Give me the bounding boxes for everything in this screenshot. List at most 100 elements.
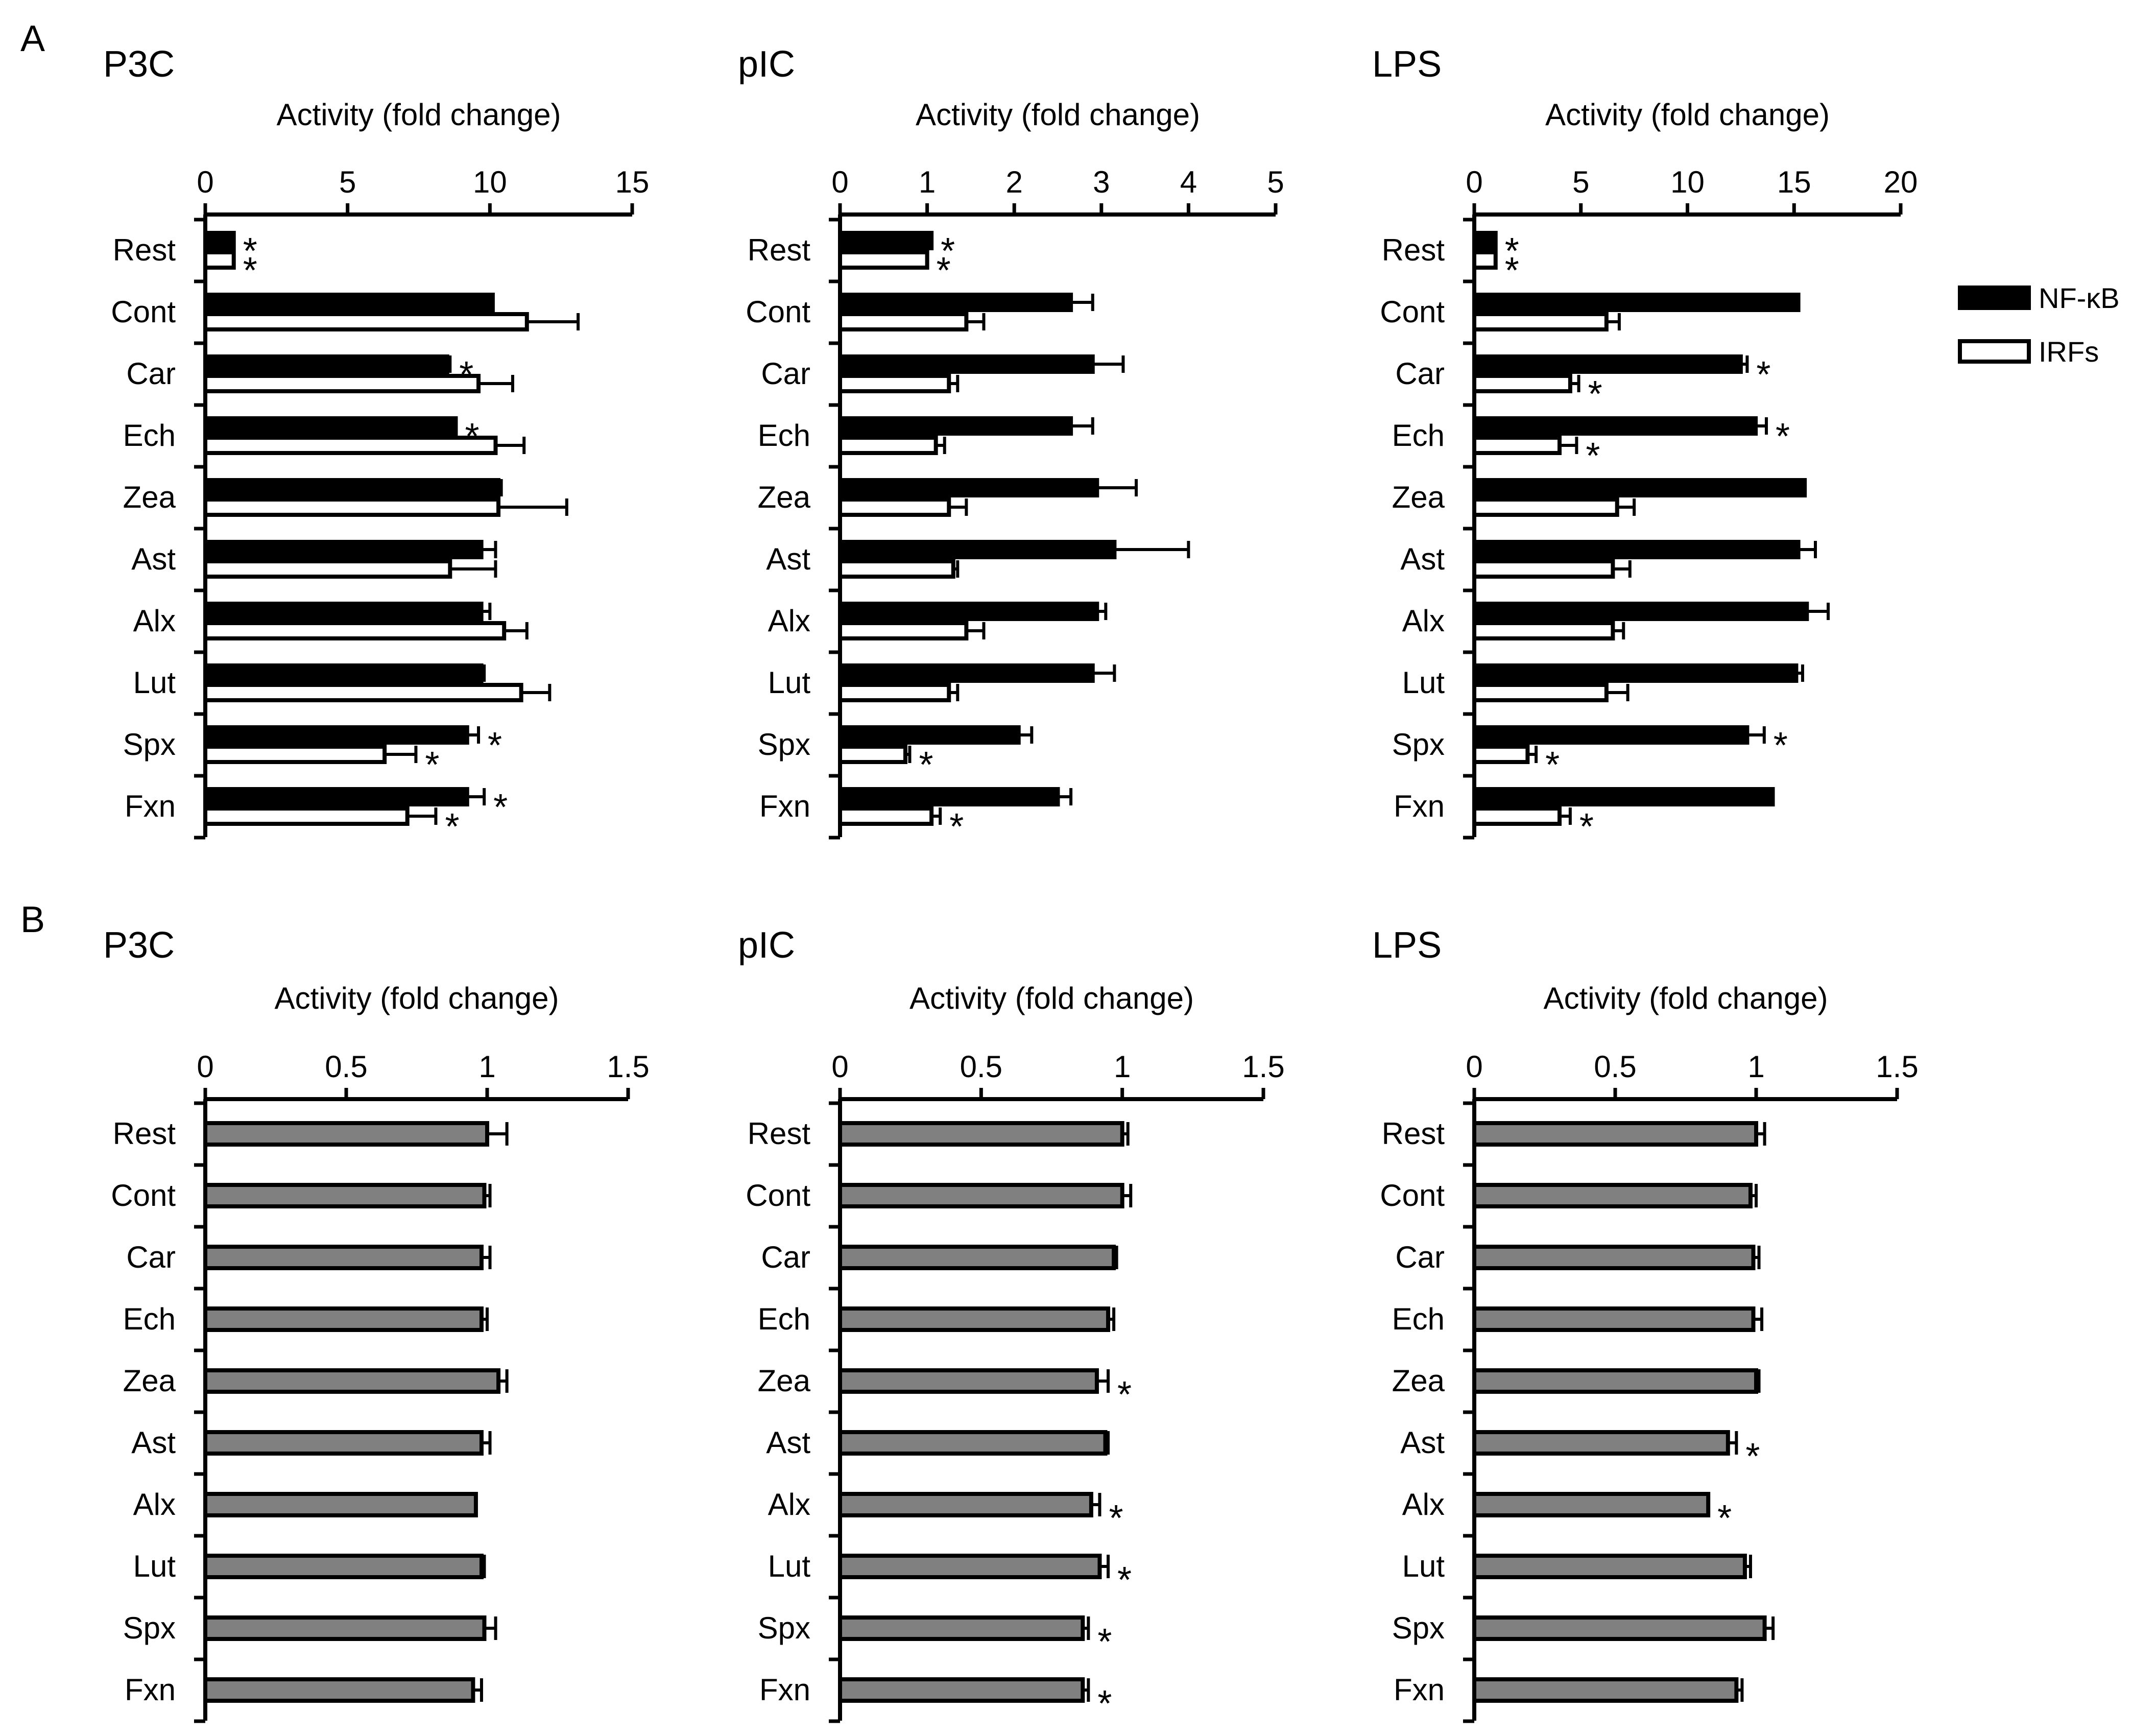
bar-nfkb (203, 787, 469, 806)
axis-label: Activity (fold change) (916, 98, 1200, 132)
bar (203, 1430, 484, 1456)
bar-nfkb (838, 293, 1073, 312)
bar-nfkb (203, 293, 495, 312)
bar (203, 1554, 484, 1579)
chart-title: P3C (103, 925, 175, 966)
x-tick-label: 10 (1670, 165, 1705, 199)
significance-asterisk: * (949, 806, 964, 847)
bar-nfkb (203, 725, 469, 745)
category-label: Spx (758, 1611, 810, 1645)
bar-irfs (1472, 312, 1609, 331)
x-tick-label: 15 (1777, 165, 1811, 199)
category-label: Spx (1392, 727, 1445, 762)
category-label: Alx (133, 604, 176, 638)
bar-irfs (203, 745, 387, 764)
axis-label: Activity (fold change) (909, 981, 1194, 1015)
bar (203, 1121, 489, 1147)
legend-swatch-irfs (1958, 339, 2031, 364)
significance-asterisk: * (1774, 725, 1788, 766)
bar (1472, 1245, 1756, 1270)
category-label: Zea (1392, 480, 1445, 514)
category-label: Ast (131, 1425, 176, 1460)
axis-label: Activity (fold change) (1544, 981, 1828, 1015)
category-label: Alx (768, 604, 810, 638)
category-label: Ast (766, 1425, 810, 1460)
significance-asterisk: * (1117, 1374, 1132, 1415)
bar-nfkb (203, 540, 484, 559)
category-label: Cont (1380, 1178, 1445, 1212)
bar-nfkb (203, 231, 236, 250)
bar (1472, 1183, 1753, 1208)
category-label: Ech (123, 1302, 176, 1336)
significance-asterisk: * (1745, 1436, 1760, 1477)
bar-irfs (203, 374, 481, 393)
x-tick-label: 1 (1747, 1050, 1764, 1084)
x-tick-label: 0 (197, 165, 213, 199)
category-label: Ast (1400, 1425, 1445, 1460)
bar-irfs (838, 497, 951, 517)
category-label: Rest (1382, 1116, 1445, 1151)
chart-b-lps: LPS Activity (fold change) 0 0.5 1 1.5 Rest Con… (1372, 925, 1919, 1723)
bar-nfkb (838, 663, 1095, 683)
bar-nfkb (1472, 293, 1801, 312)
category-label: Cont (111, 295, 176, 329)
bar-nfkb (1472, 540, 1801, 559)
chart-b-pic: pIC Activity (fold change) 0 0.5 1 1.5 Rest Con… (738, 925, 1285, 1724)
bar-irfs (838, 250, 929, 270)
bar-irfs (838, 436, 938, 455)
significance-asterisk: * (1717, 1498, 1732, 1539)
category-label: Lut (768, 1549, 811, 1583)
x-tick-label: 10 (473, 165, 507, 199)
category-label: Rest (1382, 233, 1445, 267)
bar (838, 1245, 1116, 1270)
x-tick-label: 0 (1466, 165, 1482, 199)
bar-irfs (1472, 806, 1562, 826)
bar (1472, 1306, 1756, 1332)
bar-nfkb (203, 354, 449, 374)
x-tick-label: 5 (1267, 165, 1284, 199)
category-label: Ech (1392, 1302, 1445, 1336)
bar-nfkb (838, 540, 1117, 559)
category-label: Cont (1380, 295, 1445, 329)
category-label: Alx (1402, 1487, 1445, 1521)
significance-asterisk: * (1505, 250, 1519, 291)
legend-label-irfs: IRFs (2039, 336, 2099, 368)
bar (1472, 1677, 1739, 1703)
x-tick-label: 1.5 (1876, 1050, 1918, 1084)
bar-nfkb (838, 416, 1073, 436)
category-label: Lut (1402, 665, 1445, 700)
category-label: Fxn (759, 1673, 810, 1707)
category-label: Alx (133, 1487, 176, 1521)
category-label: Zea (123, 1364, 176, 1398)
bar-irfs (1472, 250, 1498, 270)
bar-irfs (1472, 436, 1562, 455)
bar (203, 1677, 475, 1703)
category-label: Spx (123, 1611, 176, 1645)
significance-asterisk: * (1579, 806, 1594, 847)
bar (838, 1121, 1124, 1147)
category-label: Car (761, 356, 810, 391)
bar-irfs (203, 683, 523, 702)
category-label: Alx (768, 1487, 810, 1521)
category-label: Ast (766, 542, 810, 576)
bar-nfkb (838, 231, 934, 250)
bar-nfkb (203, 478, 501, 497)
category-label: Fxn (1394, 789, 1445, 823)
category-label: Ech (758, 418, 810, 453)
category-label: Ech (123, 418, 176, 453)
category-label: Lut (133, 665, 176, 700)
category-label: Lut (768, 665, 811, 700)
legend: NF-κB IRFs (1958, 282, 2120, 368)
x-tick-label: 1.5 (1242, 1050, 1284, 1084)
x-tick-label: 3 (1093, 165, 1110, 199)
bar (838, 1306, 1111, 1332)
x-tick-label: 0 (1466, 1050, 1482, 1084)
category-label: Car (126, 1240, 176, 1274)
bar (1472, 1554, 1747, 1579)
bar-irfs (203, 312, 529, 331)
panel-label-a: A (20, 18, 45, 59)
bar (203, 1245, 484, 1270)
significance-asterisk: * (493, 787, 508, 828)
category-label: Lut (133, 1549, 176, 1583)
